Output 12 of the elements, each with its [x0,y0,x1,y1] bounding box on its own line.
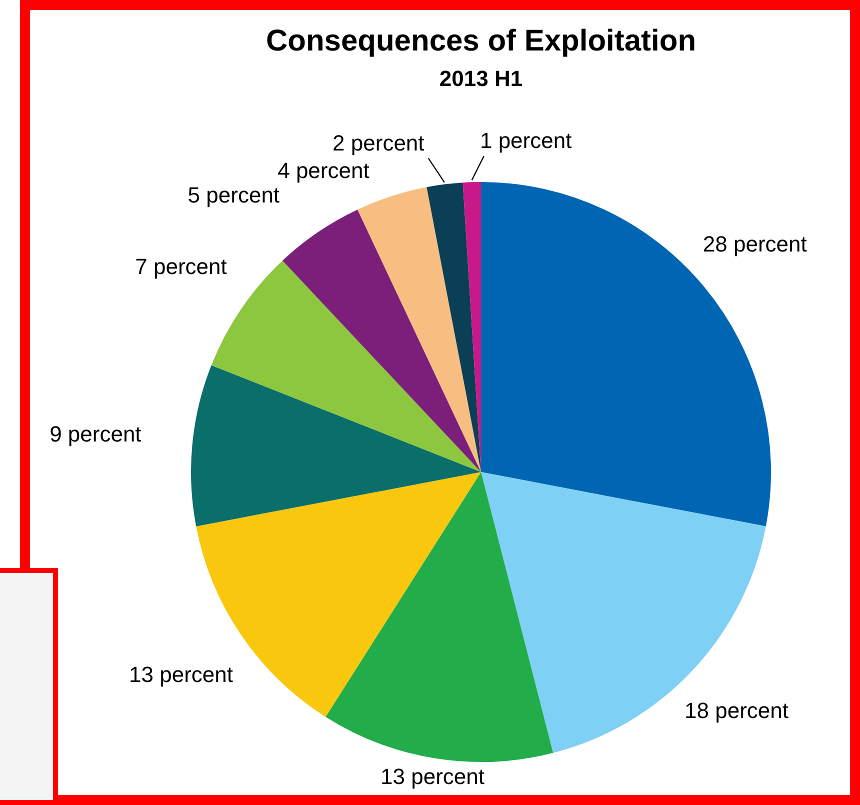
data-label: 9 percent [50,422,142,447]
data-label: 5 percent [188,182,280,208]
chart-subtitle: 2013 H1 [439,66,523,92]
data-label: 13 percent [129,662,233,687]
data-label: 2 percent [332,130,424,156]
data-label: 28 percent [702,231,807,256]
data-label: 7 percent [135,254,227,280]
chart-title: Consequences of Exploitation [266,24,696,58]
data-label: 1 percent [480,128,572,154]
data-label: 4 percent [278,158,370,183]
data-label: 18 percent [684,698,788,724]
data-label: 13 percent [380,764,484,790]
